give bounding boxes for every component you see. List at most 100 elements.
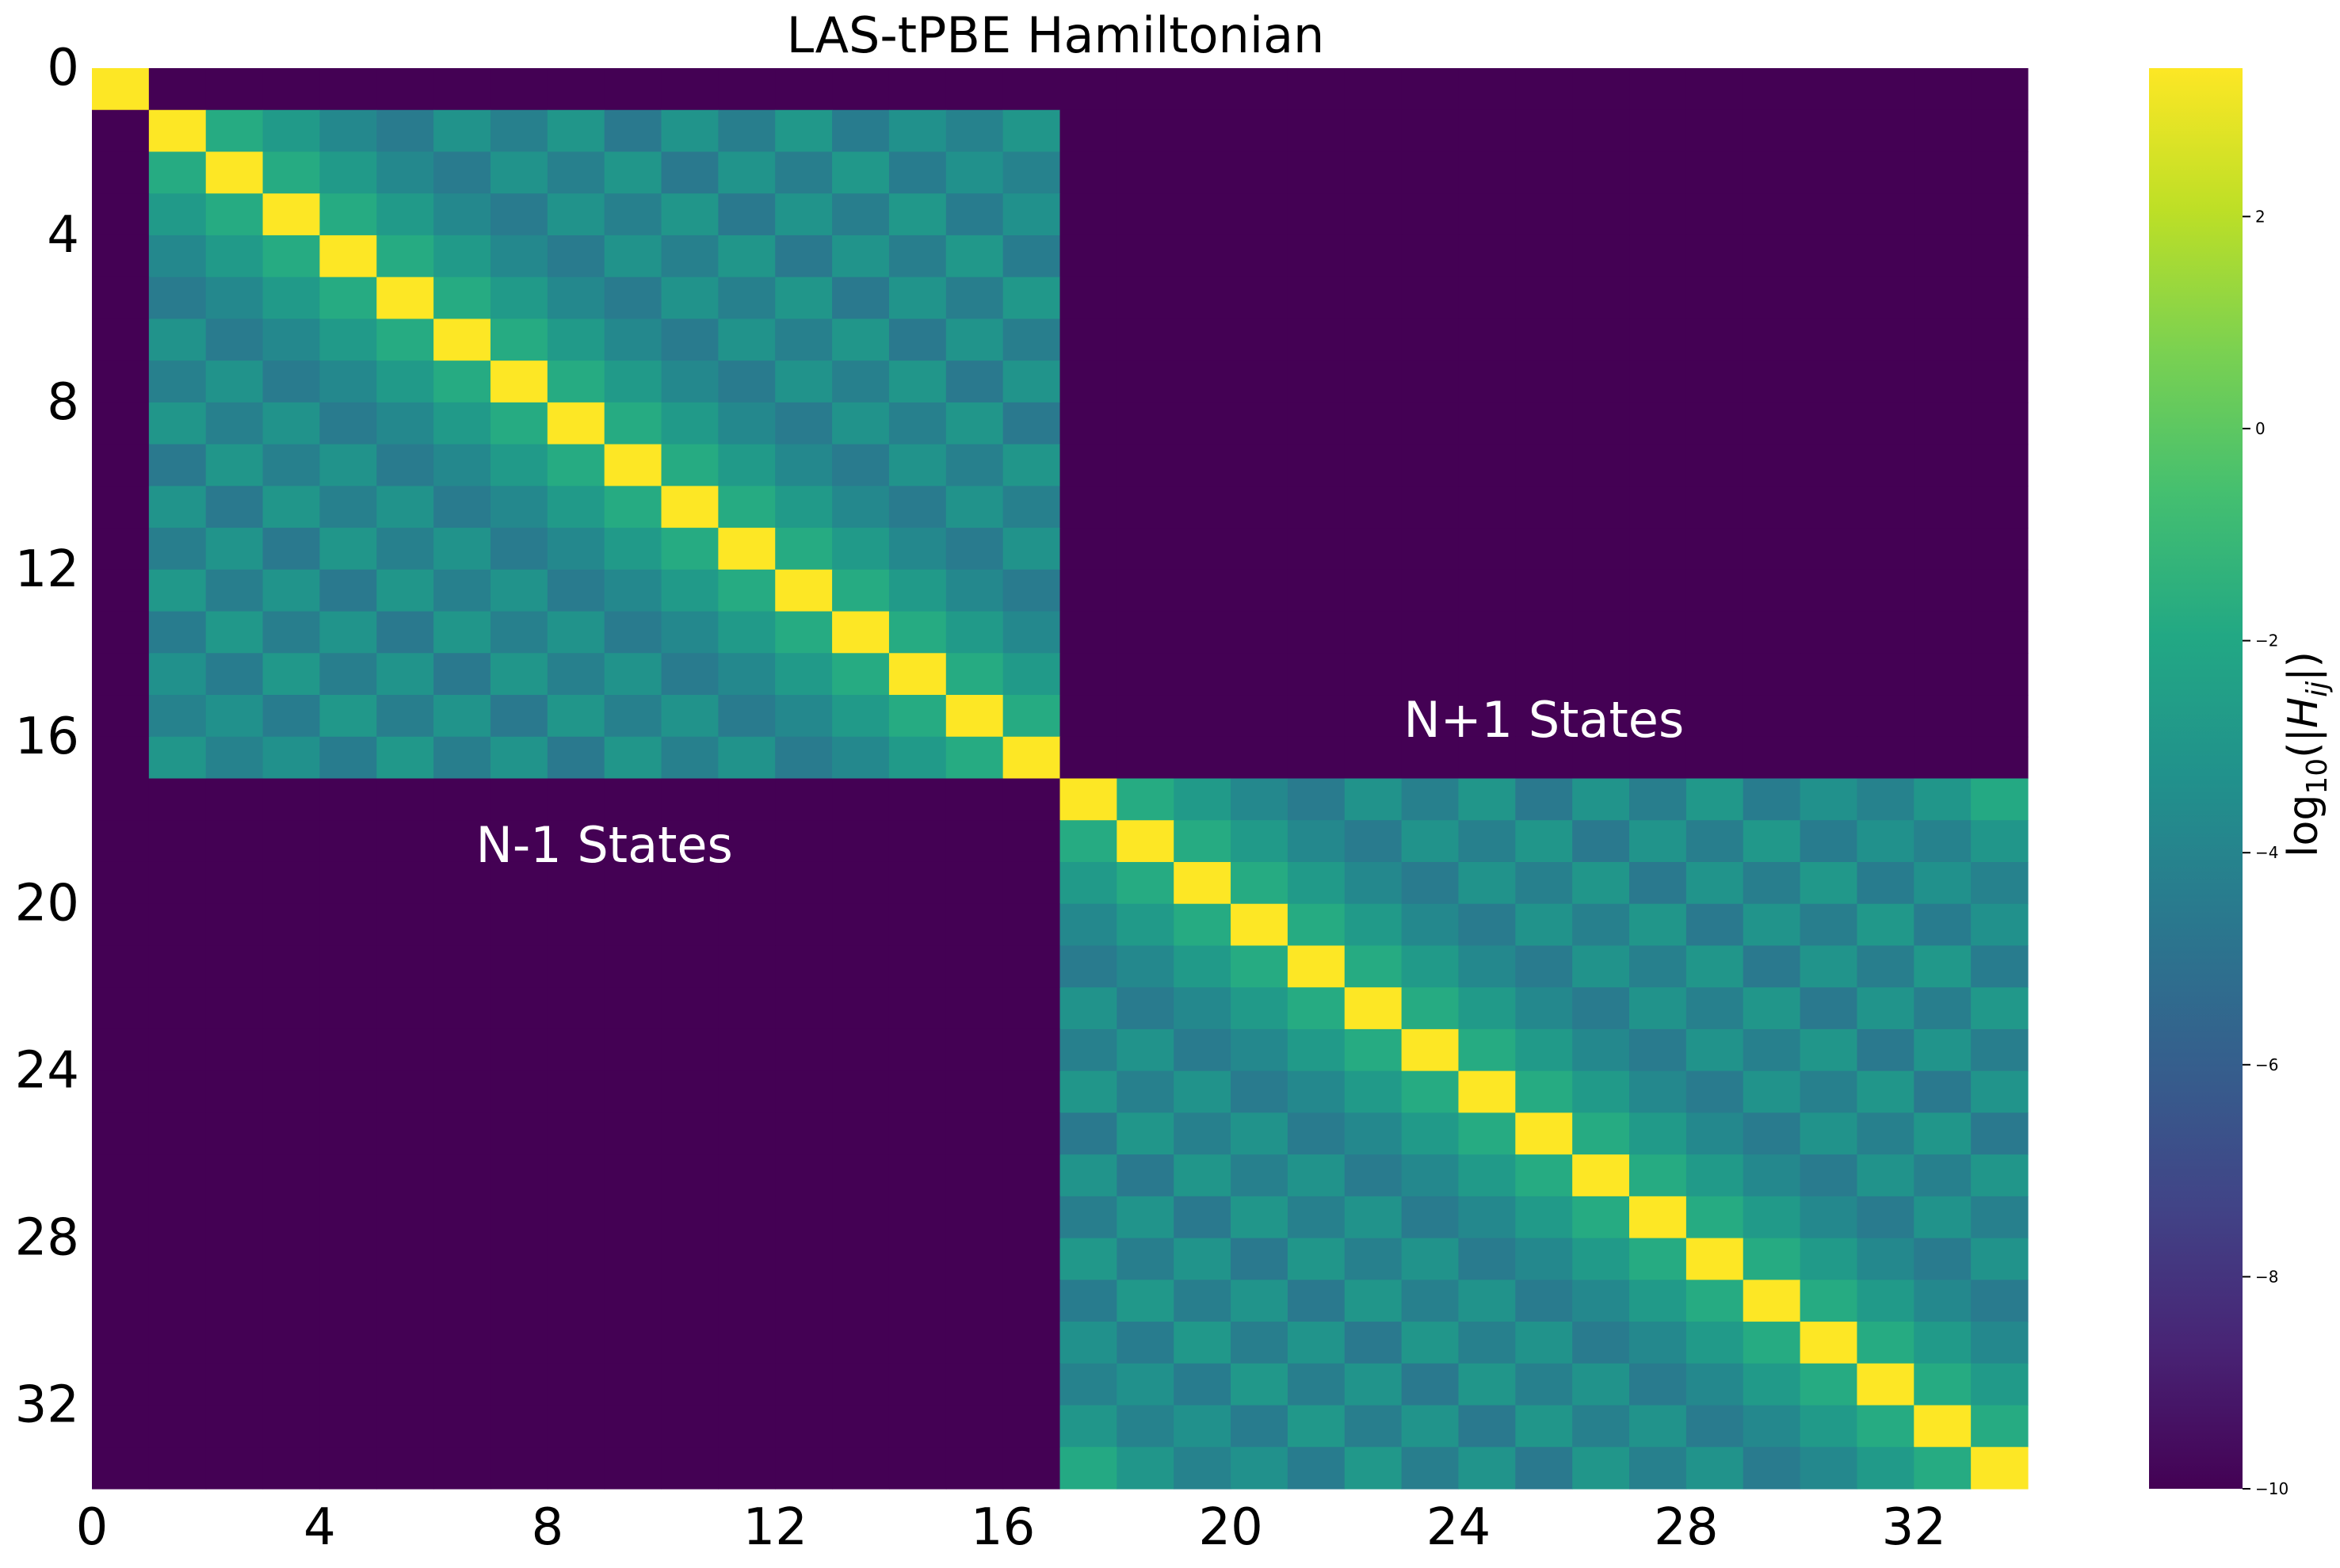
heatmap-cell [604,444,662,486]
heatmap-cell [1857,1070,1914,1113]
heatmap-cell [1800,277,1858,320]
heatmap-cell [1002,1238,1061,1280]
heatmap-cell [1002,1154,1061,1197]
heatmap-cell [1059,1112,1117,1155]
y-tick-label: 32 [15,1376,79,1435]
heatmap-cell [718,695,776,738]
heatmap-cell [205,486,264,528]
heatmap-cell [1572,695,1630,738]
heatmap-cell [1743,695,1801,738]
heatmap-cell [1572,778,1630,821]
heatmap-cell [92,653,150,696]
y-tick-label: 16 [15,708,79,766]
heatmap-cell [1174,695,1231,738]
heatmap-cell [1515,402,1573,445]
heatmap-cell [92,277,150,320]
heatmap-cell [945,695,1004,738]
heatmap-cell [205,361,264,403]
heatmap-cell [775,235,833,278]
heatmap-cell [1344,235,1403,278]
heatmap-cell [888,861,947,905]
heatmap-cell [148,486,207,528]
heatmap-cell [1231,68,1288,111]
heatmap-cell [262,611,321,654]
heatmap-cell [262,861,321,905]
heatmap-cell [148,736,207,780]
heatmap-cell [1971,1447,2029,1490]
heatmap-cell [1629,903,1687,947]
heatmap-cell [1002,653,1061,696]
heatmap-cell [1572,1447,1630,1490]
heatmap-cell [1117,1196,1174,1239]
heatmap-cell [1458,1196,1516,1239]
heatmap-cell [547,778,605,821]
heatmap-cell [604,319,662,361]
heatmap-cell [945,319,1004,361]
heatmap-cell [1685,1447,1744,1490]
heatmap-cell [1743,277,1801,320]
heatmap-cell [490,611,548,654]
heatmap-cell [1059,778,1117,821]
heatmap-cell [547,1363,605,1406]
heatmap-cell [1059,68,1117,111]
heatmap-cell [1629,444,1687,486]
heatmap-cell [92,1028,150,1072]
heatmap-cell [1344,68,1403,111]
heatmap-cell [1743,653,1801,696]
heatmap-cell [945,736,1004,780]
heatmap-cell [1287,569,1346,612]
heatmap-cell [1117,319,1174,361]
heatmap-cell [148,1363,207,1406]
heatmap-cell [1117,861,1174,905]
heatmap-cell [1857,569,1914,612]
heatmap-cell [1629,945,1687,988]
heatmap-cell [490,68,548,111]
heatmap-cell [490,319,548,361]
heatmap-cell [1971,277,2029,320]
heatmap-cell [604,1196,662,1239]
heatmap-cell [1800,1196,1858,1239]
heatmap-cell [148,987,207,1030]
heatmap-cell [1117,361,1174,403]
heatmap-cell [547,987,605,1030]
heatmap-cell [376,1028,434,1072]
heatmap-cell [1344,109,1403,153]
x-axis-ticks: 0 4 8 12 16 20 24 28 32 [76,1498,1946,1557]
heatmap-cell [1572,151,1630,194]
heatmap-cell [148,778,207,821]
heatmap-cell [1287,820,1346,863]
heatmap-cell [1287,945,1346,988]
heatmap-cell [888,528,947,570]
heatmap-cell [1743,1112,1801,1155]
heatmap-cell [262,820,321,863]
heatmap-cell [148,1238,207,1280]
heatmap-cell [1059,528,1117,570]
heatmap-cell [1002,861,1061,905]
heatmap-cell [604,778,662,821]
heatmap-cell [1344,1447,1403,1490]
heatmap-cell [1117,695,1174,738]
heatmap-cell [1117,820,1174,863]
heatmap-cell [92,528,150,570]
heatmap-cell [319,861,377,905]
heatmap-cell [319,653,377,696]
heatmap-cell [1629,1196,1687,1239]
heatmap-cell [1174,1028,1231,1072]
heatmap-cell [1743,235,1801,278]
heatmap-cell [775,1028,833,1072]
heatmap-cell [661,569,719,612]
heatmap-cell [1287,611,1346,654]
heatmap-cell [1515,361,1573,403]
heatmap-cell [1344,1112,1403,1155]
x-tick-label: 4 [303,1498,336,1557]
heatmap-cell [945,653,1004,696]
heatmap-cell [433,402,491,445]
heatmap-cell [1174,736,1231,780]
heatmap-cell [1059,1280,1117,1322]
heatmap-cell [433,151,491,194]
heatmap-cell [490,736,548,780]
heatmap-cell [1914,151,1972,194]
block-annotation: N+1 States [1403,691,1684,749]
heatmap-cell [490,1238,548,1280]
heatmap-cell [205,528,264,570]
